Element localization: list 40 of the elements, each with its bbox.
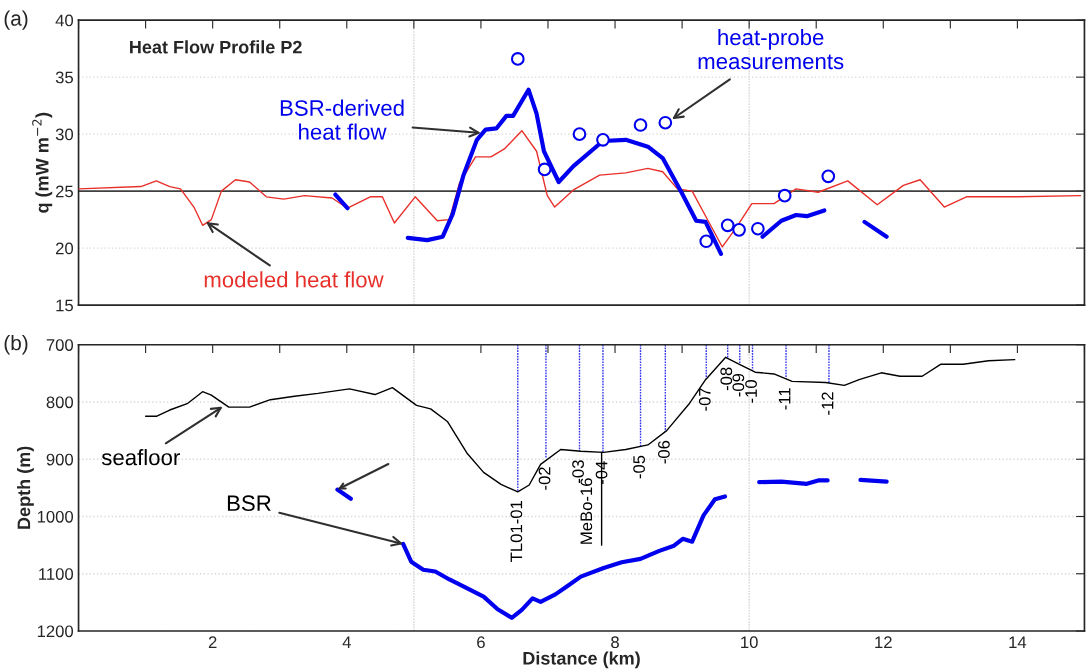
y-tick-label: 700 [46,339,74,351]
annotation: seafloor [101,448,180,466]
y-tick-label: 1000 [37,510,74,523]
annotation: -08 [720,367,733,391]
annotation: -02 [538,467,551,490]
y-tick-label: 20 [55,242,74,255]
x-tick-label: 12 [875,636,892,648]
annotation: modeled heat flow [204,271,384,288]
text: (b) [4,335,28,355]
y-tick-label: 25 [55,185,73,198]
x-tick-label: 10 [741,636,758,649]
x-axis-title: Distance (km) [523,651,640,669]
annotation: BSR-derived heat flow [280,99,404,140]
y-tick-label: 30 [55,128,74,141]
annotation: -10 [745,380,757,403]
annotation: -09 [732,373,745,397]
annotation: BSR [227,495,271,512]
annotation: -05 [633,455,645,479]
y-tick-label: 900 [46,453,74,466]
annotation: heat-probe measurements [698,28,844,70]
annotation: TL01-01 [510,501,523,562]
y-axis-title: q (mW m$^{−2}$) [32,112,53,213]
y-tick-label: 15 [56,299,73,312]
annotation: -07 [698,388,711,411]
y-tick-label: 1100 [39,568,74,580]
annotation: -11 [778,388,791,410]
annotation: -06 [658,440,670,464]
x-tick-label: 4 [342,636,351,648]
x-tick-label: 14 [1009,636,1027,648]
y-tick-label: 40 [55,14,74,27]
y-tick-label: 35 [55,71,73,84]
x-tick-label: 6 [477,636,485,649]
text: (a) [4,10,28,30]
y-axis-title: Depth (m) [17,446,34,529]
y-tick-label: 800 [46,396,74,409]
annotation: -12 [821,392,834,415]
text: Heat Flow Profile P2 [130,40,302,54]
x-tick-label: 2 [208,636,217,648]
x-tick-label: 8 [611,636,619,649]
y-tick-label: 1200 [37,625,74,638]
